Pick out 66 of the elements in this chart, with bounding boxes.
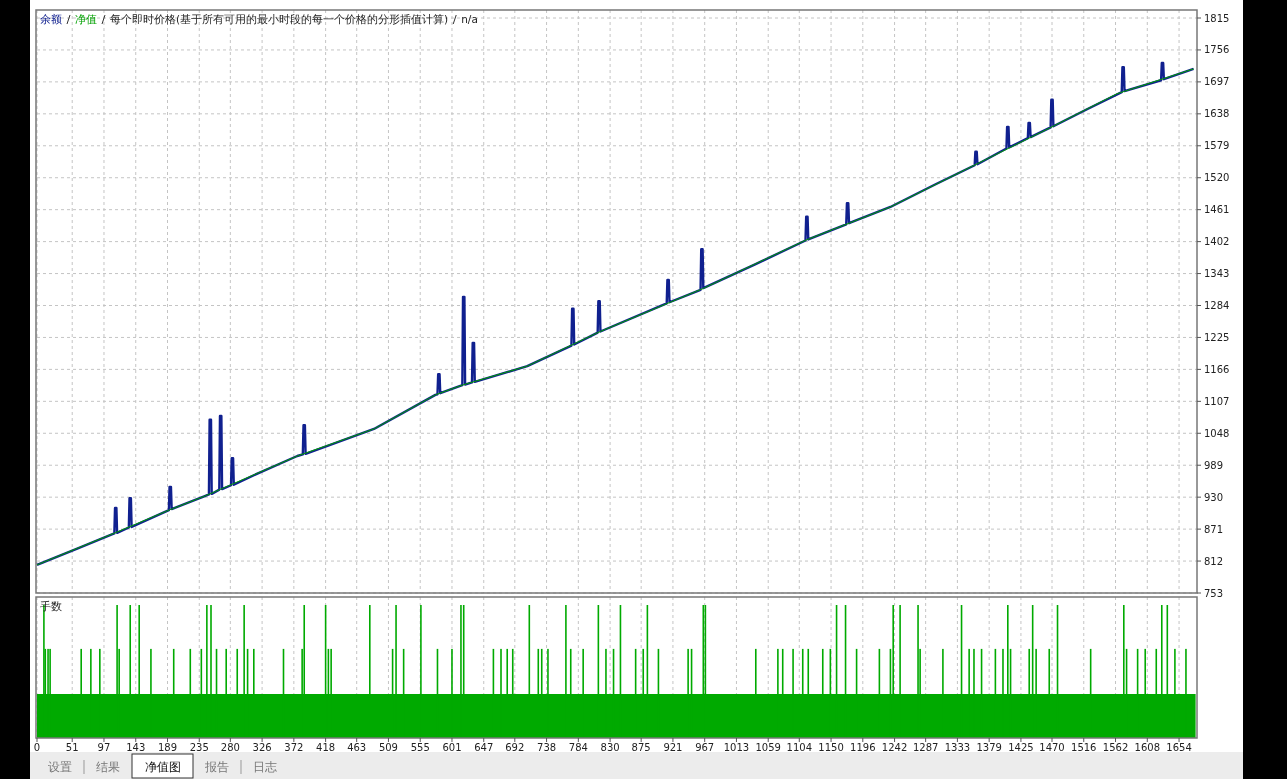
y-tick-label: 930 [1204,491,1224,503]
x-tick-label: 967 [695,742,715,753]
x-tick-label: 1104 [786,742,813,753]
x-tick-label: 1150 [818,742,844,753]
text: 结果 [96,760,120,774]
x-tick-label: 1287 [912,742,939,753]
x-tick-label: 1059 [755,742,781,753]
x-tick-label: 235 [189,742,209,753]
x-tick-label: 601 [442,742,462,753]
y-tick-label: 1756 [1204,44,1230,56]
text: 余额 [40,13,62,25]
x-tick-label: 738 [537,742,557,753]
x-tick-label: 372 [284,742,304,753]
x-tick-label: 1608 [1134,742,1161,753]
x-tick-label: 1013 [723,742,750,753]
x-tick-label: 189 [157,742,178,753]
text: 净值图 [144,760,181,774]
y-tick-label: 1343 [1204,268,1230,280]
x-tick-label: 1516 [1071,742,1097,753]
y-tick-label: 753 [1204,587,1224,599]
x-tick-label: 1196 [850,742,876,753]
chart-title: 手数 [40,600,62,612]
x-tick-label: 555 [410,742,430,753]
x-tick-label: 0 [33,742,41,753]
y-tick-label: 1520 [1204,172,1230,184]
x-tick-label: 418 [316,742,336,753]
y-tick-label: 1107 [1204,395,1230,407]
y-tick-label: 1461 [1204,204,1230,216]
x-tick-label: 463 [347,742,367,753]
y-tick-label: 1815 [1204,12,1230,24]
text: 报告 [204,760,229,774]
x-tick-label: 51 [65,742,79,753]
x-tick-label: 97 [97,742,111,753]
x-tick-label: 280 [220,742,240,753]
x-tick-label: 692 [505,742,525,753]
x-tick-label: 1333 [944,742,971,753]
x-tick-label: 1470 [1039,742,1065,753]
text: 日志 [253,760,277,774]
x-tick-label: 647 [474,742,494,753]
x-tick-label: 1562 [1102,742,1129,753]
x-tick-label: 1379 [976,742,1002,753]
text: 设置 [48,760,72,774]
text: 净值 [75,13,97,25]
x-tick-label: 875 [631,742,651,753]
y-tick-label: 1638 [1204,108,1230,120]
y-tick-label: 1579 [1204,140,1230,152]
annotation: 每个即时价格(基于所有可用的最小时段的每一个价格的分形插值计算) [110,13,449,25]
y-tick-label: 1284 [1204,300,1230,311]
y-tick-label: 1166 [1204,363,1230,375]
x-tick-label: 830 [600,742,620,753]
y-tick-label: 989 [1204,459,1224,471]
y-tick-label: 1697 [1204,76,1230,88]
y-tick-label: 812 [1204,555,1224,567]
x-tick-label: 784 [568,742,588,753]
annotation: n/a [461,13,478,25]
x-tick-label: 1425 [1008,742,1034,753]
x-tick-label: 1654 [1166,742,1192,753]
x-tick-label: 509 [378,742,398,753]
x-tick-label: 921 [663,742,683,753]
y-tick-label: 1225 [1204,331,1230,343]
x-tick-label: 1242 [881,742,908,753]
x-tick-label: 143 [126,742,146,753]
y-tick-label: 1048 [1204,427,1230,439]
y-tick-label: 1402 [1204,236,1230,248]
y-tick-label: 871 [1204,523,1224,535]
x-tick-label: 326 [252,742,272,753]
